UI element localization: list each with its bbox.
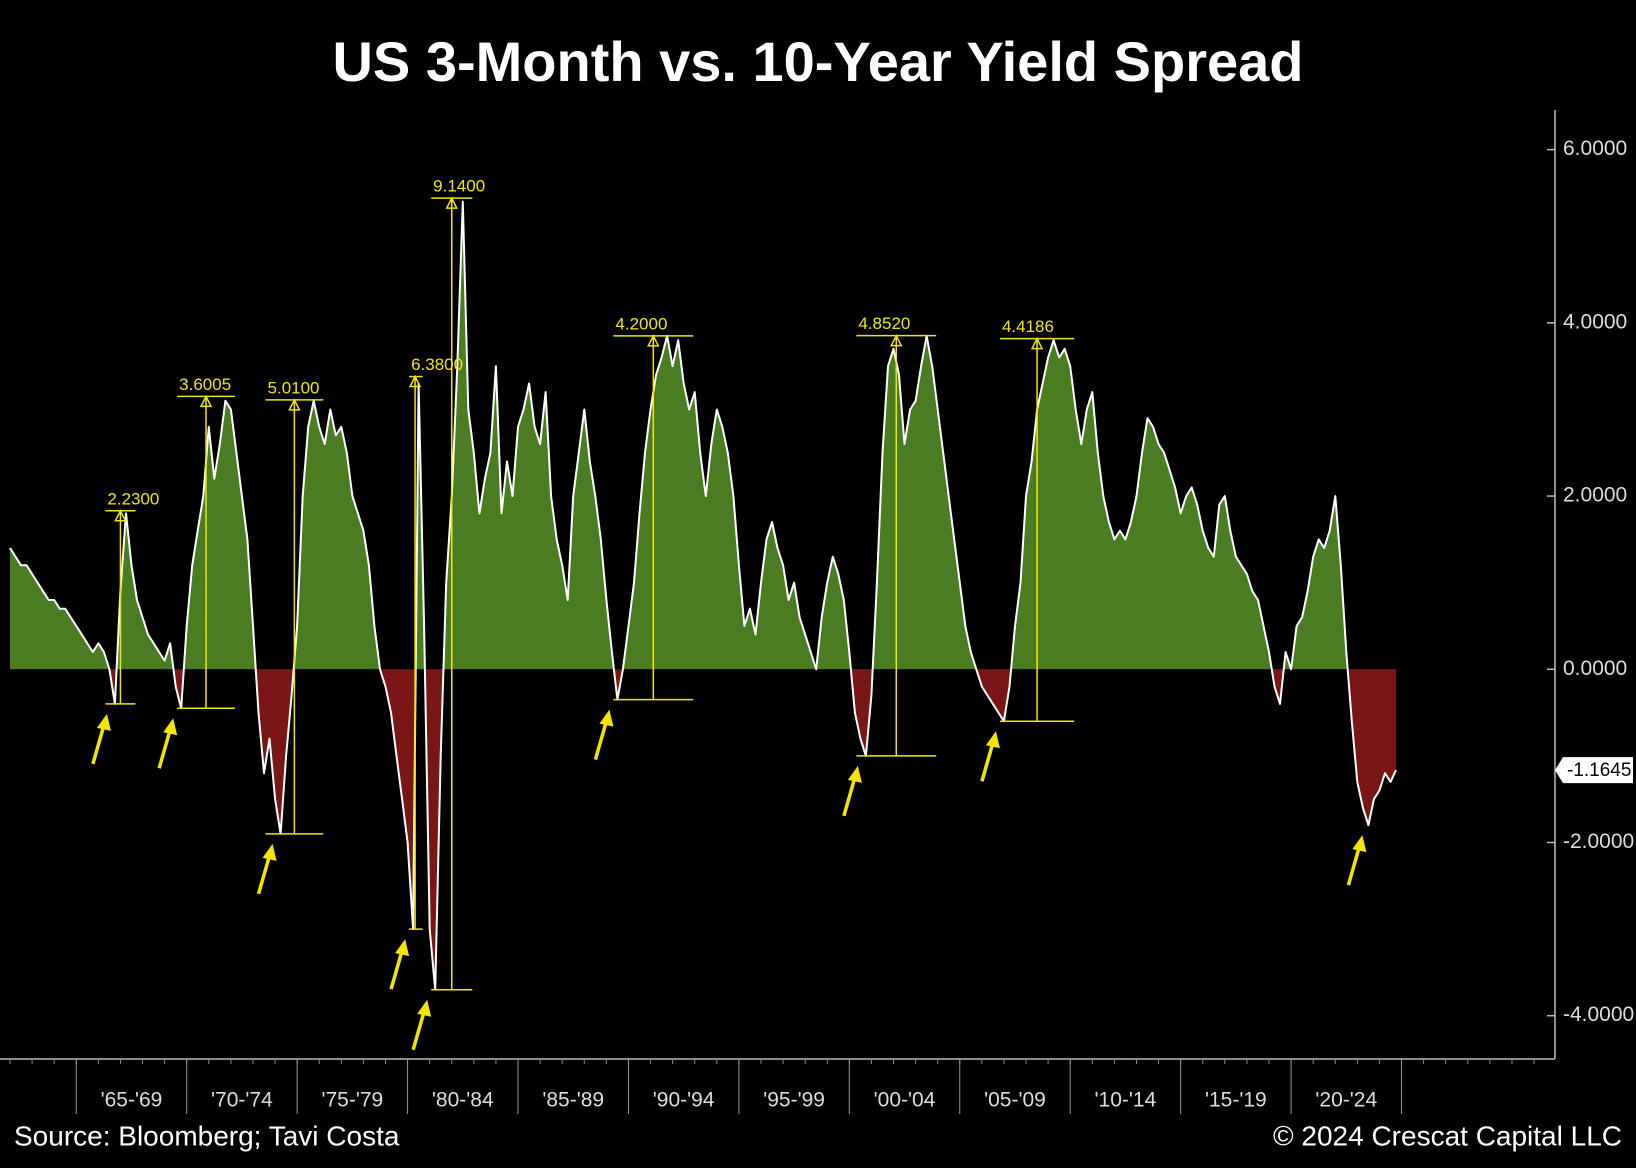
y-tick-label: -2.0000 [1563, 830, 1634, 853]
x-period-label: '95-'99 [763, 1089, 825, 1112]
trough-arrow-head [96, 713, 111, 731]
annotation-label: 6.3800 [411, 355, 463, 374]
y-tick-label: 4.0000 [1563, 310, 1627, 333]
annotation-label: 3.6005 [179, 375, 231, 394]
y-tick-label: 2.0000 [1563, 484, 1627, 507]
x-period-label: '80-'84 [432, 1089, 494, 1112]
y-tick-label: 0.0000 [1563, 657, 1627, 680]
annotation-label: 5.0100 [268, 378, 320, 397]
source-note: Source: Bloomberg; Tavi Costa [14, 1120, 400, 1151]
x-period-label: '15-'19 [1205, 1089, 1267, 1112]
annotation-marker [288, 398, 301, 411]
annotation-label: 4.2000 [615, 314, 667, 333]
annotation-marker [114, 509, 127, 522]
x-period-label: '10-'14 [1095, 1089, 1157, 1112]
annotation-marker [199, 394, 213, 408]
x-period-label: '75-'79 [321, 1089, 383, 1112]
x-period-label: '65-'69 [101, 1089, 163, 1112]
trough-arrow-head [395, 939, 410, 957]
annotation-label: 4.8520 [858, 314, 910, 333]
trough-arrow-head [262, 843, 277, 861]
trough-arrow-head [985, 731, 1000, 749]
trough-arrow-head [599, 709, 614, 727]
x-period-label: '90-'94 [653, 1089, 715, 1112]
trough-arrow-head [163, 718, 178, 736]
annotation-label: 9.1400 [433, 177, 485, 196]
annotation-marker [890, 333, 903, 347]
annotation-label: 4.4186 [1002, 317, 1054, 336]
annotation-label: 2.2300 [107, 489, 159, 508]
trough-arrow-head [1352, 835, 1367, 853]
x-period-label: '85-'89 [542, 1089, 604, 1112]
x-period-label: '70-'74 [211, 1089, 273, 1112]
last-value-label: -1.1645 [1567, 760, 1631, 781]
annotation-marker [445, 196, 458, 209]
trough-arrow-head [847, 765, 862, 783]
y-tick-label: -4.0000 [1563, 1003, 1634, 1026]
copyright: © 2024 Crescat Capital LLC [1273, 1120, 1622, 1151]
x-period-label: '05-'09 [984, 1089, 1046, 1112]
x-period-label: '00-'04 [874, 1089, 936, 1112]
trough-arrow-head [417, 999, 432, 1017]
annotation-marker [647, 334, 660, 347]
chart-title: US 3-Month vs. 10-Year Yield Spread [332, 30, 1303, 93]
last-value-box [1555, 757, 1633, 784]
spread-line [9, 200, 1397, 991]
area-negative [109, 669, 1396, 990]
y-tick-label: 6.0000 [1563, 137, 1627, 160]
area-positive [10, 201, 1396, 670]
x-period-label: '20-'24 [1315, 1089, 1377, 1112]
annotation-marker [408, 374, 422, 388]
annotation-marker [1030, 336, 1044, 350]
